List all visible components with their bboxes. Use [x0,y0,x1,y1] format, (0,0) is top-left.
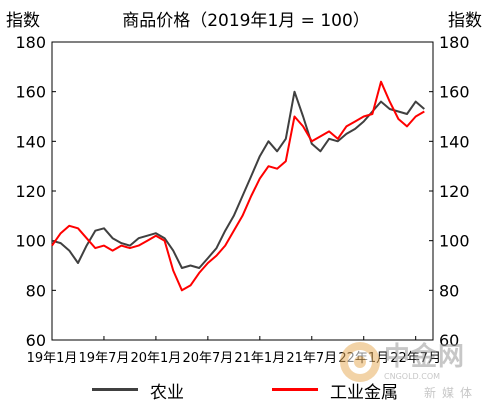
right-axis-label: 指数 [448,11,482,31]
watermark-logo-icon [340,342,380,382]
y-tick-label-left: 180 [15,33,46,52]
y-tick-label-right: 120 [439,182,470,201]
watermark-tagline: 新媒体 [424,386,479,400]
watermark-site: CNGOLD.COM [384,372,441,381]
x-tick-label: 20年7月 [182,351,233,366]
x-tick-label: 21年7月 [286,351,337,366]
y-tick-label-right: 160 [439,83,470,102]
y-tick-label-left: 100 [15,232,46,251]
y-tick-label-right: 100 [439,232,470,251]
chart-title: 商品价格（2019年1月 = 100） [122,11,370,31]
left-axis-label: 指数 [6,11,40,31]
legend-swatch-agri [92,388,138,391]
y-tick-label-left: 160 [15,83,46,102]
x-tick-label: 19年7月 [79,351,130,366]
watermark-brand: 中金网 [384,342,466,372]
x-tick-label: 20年1月 [130,351,181,366]
y-tick-label-right: 180 [439,33,470,52]
legend-swatch-metal [272,388,318,391]
plot-frame [51,41,434,341]
x-tick-label: 22年7月 [390,351,441,366]
y-tick-label-left: 60 [26,331,46,350]
x-tick-label: 21年1月 [234,351,285,366]
y-tick-label-left: 140 [15,132,46,151]
watermark: 中金网 CNGOLD.COM 新媒体 [338,336,488,406]
legend-label-metal: 工业金属 [330,383,398,403]
y-tick-label-left: 80 [26,281,46,300]
series-line-agri [51,90,425,269]
legend-label-agri: 农业 [150,383,184,403]
y-tick-label-right: 80 [439,281,459,300]
y-tick-label-right: 140 [439,132,470,151]
y-tick-label-right: 60 [439,331,459,350]
y-tick-label-left: 120 [15,182,46,201]
x-tick-label: 19年1月 [27,351,78,366]
series-line-metal [51,80,425,292]
